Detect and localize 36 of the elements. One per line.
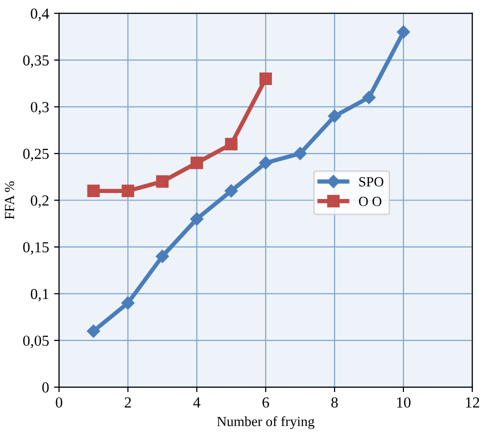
x-tick-label: 10 xyxy=(397,397,410,408)
point xyxy=(190,212,204,226)
point xyxy=(122,184,134,198)
point xyxy=(86,324,100,338)
y-tick-label: 0,4 xyxy=(30,8,50,21)
point xyxy=(259,156,272,170)
point xyxy=(87,184,100,198)
point xyxy=(156,175,169,188)
point xyxy=(224,184,238,198)
point xyxy=(121,296,135,310)
x-axis-title: Number of frying xyxy=(217,416,314,430)
y-tick-label: 0,05 xyxy=(23,336,49,348)
y-tick-label: 0,35 xyxy=(23,55,49,68)
x-tick-label: 12 xyxy=(466,397,480,408)
y-tick-label: 0 xyxy=(42,382,49,393)
point xyxy=(224,138,238,150)
point xyxy=(328,110,342,123)
legend-label: SPO xyxy=(359,177,384,186)
legend-label: O O xyxy=(358,196,382,206)
y-tick-label: 0,1 xyxy=(30,288,48,302)
point xyxy=(362,90,376,104)
x-tick-label: 0 xyxy=(56,397,62,408)
point xyxy=(190,156,204,170)
y-axis-title: FFA % xyxy=(4,181,14,220)
y-tick-label: 0,3 xyxy=(30,102,49,114)
point xyxy=(294,146,307,160)
y-tick-label: 0,15 xyxy=(23,242,49,255)
point xyxy=(156,250,169,263)
x-tick-label: 2 xyxy=(124,397,131,408)
point xyxy=(396,25,410,39)
y-tick-label: 0,25 xyxy=(23,148,49,162)
point xyxy=(259,72,272,86)
x-tick-label: 8 xyxy=(331,397,338,408)
x-tick-label: 6 xyxy=(262,397,270,408)
y-tick-label: 0,2 xyxy=(30,195,48,208)
x-tick-label: 4 xyxy=(193,397,200,408)
